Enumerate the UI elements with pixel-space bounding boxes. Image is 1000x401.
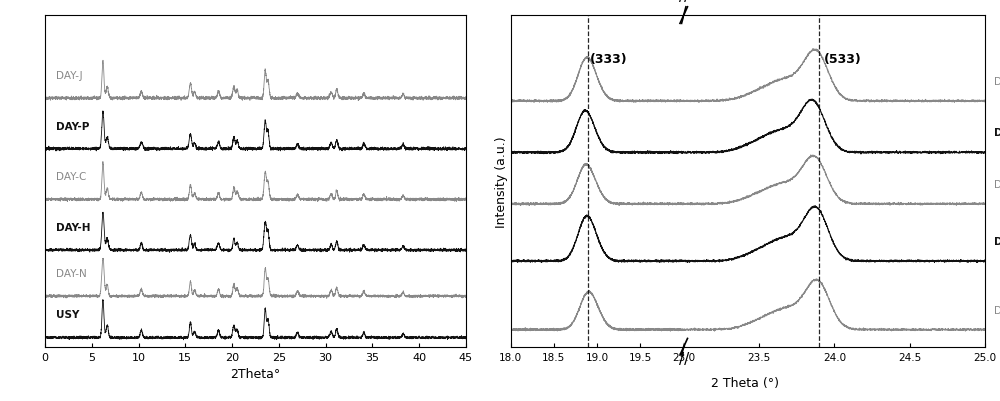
Text: DAY-J: DAY-J [994, 77, 1000, 87]
Text: DAY-N: DAY-N [56, 268, 87, 278]
Text: (333): (333) [590, 53, 627, 66]
Y-axis label: Intensity (a.u.): Intensity (a.u.) [495, 136, 508, 227]
Text: DAY-N: DAY-N [994, 305, 1000, 315]
Text: //: // [679, 0, 689, 4]
Text: DAY-P: DAY-P [994, 128, 1000, 138]
Text: //: // [679, 351, 689, 366]
Text: 2 Theta (°): 2 Theta (°) [711, 376, 779, 389]
Text: USY: USY [56, 310, 80, 320]
Text: DAY-P: DAY-P [56, 122, 90, 131]
Text: DAY-J: DAY-J [56, 71, 83, 81]
Text: DAY-H: DAY-H [56, 223, 91, 233]
Text: DAY-H: DAY-H [994, 236, 1000, 246]
Text: (533): (533) [824, 53, 862, 66]
X-axis label: 2Theta°: 2Theta° [230, 367, 281, 380]
Text: DAY-C: DAY-C [994, 179, 1000, 189]
Text: DAY-C: DAY-C [56, 172, 87, 182]
